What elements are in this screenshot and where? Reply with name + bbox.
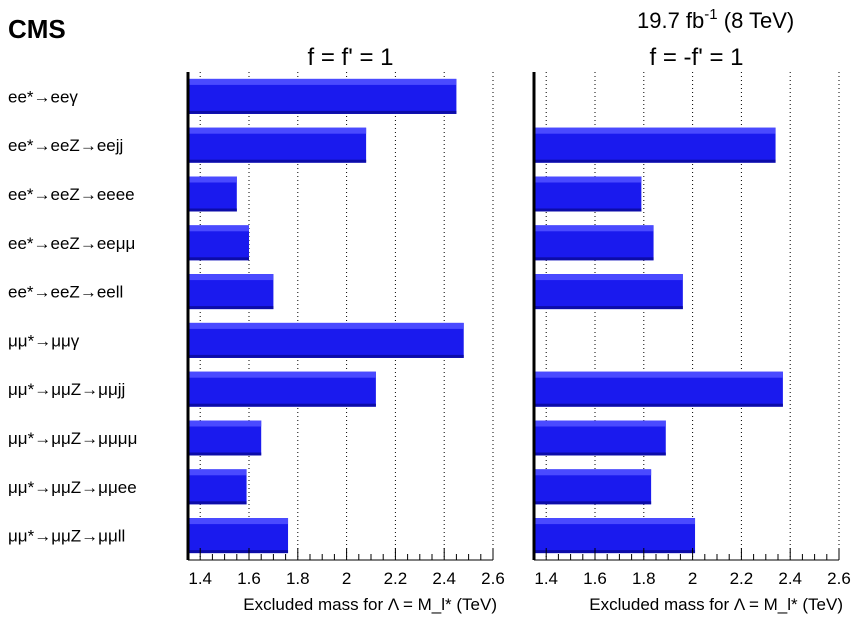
x-tick-label: 1.8 bbox=[632, 569, 656, 588]
x-tick-label: 2 bbox=[688, 569, 697, 588]
bar bbox=[188, 78, 457, 114]
bar-highlight bbox=[188, 225, 249, 232]
bar bbox=[534, 176, 642, 212]
bar-shadow bbox=[534, 452, 666, 456]
bar-highlight bbox=[188, 322, 464, 329]
bar bbox=[188, 225, 249, 261]
bar-highlight bbox=[188, 371, 376, 378]
x-tick-label: 2.4 bbox=[778, 569, 802, 588]
bar-highlight bbox=[534, 469, 652, 476]
bar-highlight bbox=[534, 127, 776, 134]
x-axis-label: Excluded mass for Λ = M_l* (TeV) bbox=[589, 595, 843, 614]
row-label: ee*→eeZ→eell bbox=[8, 283, 123, 302]
bar-shadow bbox=[188, 110, 457, 114]
bar bbox=[188, 176, 237, 212]
panel-1: f = f' = 1 1.4 1.6 1.8 2 2.2 2.4 2.6 Excluded ma… bbox=[186, 44, 505, 614]
row-labels: ee*→eeγ ee*→eeZ→eejj ee*→eeZ→eeee ee*→eeZ→e… bbox=[8, 87, 137, 545]
bar-shadow bbox=[188, 501, 247, 505]
row-label: ee*→eeZ→eeee bbox=[8, 185, 135, 204]
x-tick-label: 2.6 bbox=[481, 569, 505, 588]
bar-highlight bbox=[188, 176, 237, 183]
x-tick-label: 1.4 bbox=[188, 569, 212, 588]
bar bbox=[534, 518, 696, 554]
row-label: μμ*→μμZ→μμll bbox=[8, 527, 125, 546]
bar-highlight bbox=[188, 78, 457, 85]
x-axis-label: Excluded mass for Λ = M_l* (TeV) bbox=[243, 595, 497, 614]
bar bbox=[188, 274, 274, 310]
bar bbox=[188, 518, 289, 554]
panel-title: f = f' = 1 bbox=[308, 44, 394, 71]
bar-highlight bbox=[188, 274, 274, 281]
x-tick-label: 1.4 bbox=[534, 569, 558, 588]
x-tick-label: 1.6 bbox=[583, 569, 607, 588]
bar bbox=[188, 469, 247, 505]
x-tick-label: 1.8 bbox=[286, 569, 310, 588]
bar bbox=[188, 420, 262, 456]
luminosity-label: 19.7 fb-1 (8 TeV) bbox=[637, 6, 794, 33]
bar-shadow bbox=[534, 208, 642, 212]
bar-shadow bbox=[188, 306, 274, 310]
bar bbox=[188, 127, 367, 163]
bar-highlight bbox=[188, 127, 367, 134]
panel-title: f = -f' = 1 bbox=[650, 44, 744, 71]
row-label: μμ*→μμγ bbox=[8, 331, 80, 350]
x-tick-label: 2 bbox=[342, 569, 351, 588]
bar-highlight bbox=[534, 420, 666, 427]
row-label: μμ*→μμZ→μμjj bbox=[8, 380, 125, 399]
bar-shadow bbox=[188, 403, 376, 407]
panels: f = f' = 1 1.4 1.6 1.8 2 2.2 2.4 2.6 Excluded ma… bbox=[186, 44, 851, 614]
bar-highlight bbox=[534, 518, 696, 525]
x-tick-label: 2.2 bbox=[730, 569, 754, 588]
bar-shadow bbox=[534, 159, 776, 163]
bar-highlight bbox=[188, 469, 247, 476]
bar bbox=[534, 469, 652, 505]
bar-highlight bbox=[534, 274, 683, 281]
row-label: ee*→eeZ→eeμμ bbox=[8, 234, 135, 253]
experiment-label: CMS bbox=[8, 14, 66, 44]
lumi-value: 19.7 fb bbox=[637, 8, 704, 33]
x-tick-label: 2.4 bbox=[432, 569, 456, 588]
row-label: ee*→eeZ→eejj bbox=[8, 136, 123, 155]
row-label: μμ*→μμZ→μμee bbox=[8, 478, 137, 497]
bar-shadow bbox=[188, 257, 249, 261]
bar-shadow bbox=[534, 550, 696, 554]
bar bbox=[534, 127, 776, 163]
bar-shadow bbox=[534, 501, 652, 505]
bar-highlight bbox=[534, 371, 783, 378]
bar-shadow bbox=[534, 306, 683, 310]
bar-shadow bbox=[188, 354, 464, 358]
lumi-energy: (8 TeV) bbox=[718, 8, 795, 33]
bar-shadow bbox=[188, 208, 237, 212]
bar-shadow bbox=[188, 550, 289, 554]
x-tick-label: 1.6 bbox=[237, 569, 261, 588]
x-tick-label: 2.2 bbox=[384, 569, 408, 588]
bar-shadow bbox=[534, 403, 783, 407]
bar-shadow bbox=[534, 257, 654, 261]
bar bbox=[534, 420, 666, 456]
bar-highlight bbox=[188, 420, 262, 427]
bar-shadow bbox=[188, 452, 262, 456]
x-tick-label: 2.6 bbox=[827, 569, 851, 588]
lumi-exponent: -1 bbox=[704, 6, 717, 23]
row-label: ee*→eeγ bbox=[8, 87, 78, 106]
bar bbox=[534, 371, 783, 407]
row-label: μμ*→μμZ→μμμμ bbox=[8, 429, 137, 448]
panel-2: f = -f' = 1 1.4 1.6 1.8 2 2.2 2.4 2.6 Excluded m… bbox=[532, 44, 851, 614]
bar-highlight bbox=[188, 518, 289, 525]
bar bbox=[534, 274, 683, 310]
bar-highlight bbox=[534, 176, 642, 183]
bar bbox=[534, 225, 654, 261]
bar-highlight bbox=[534, 225, 654, 232]
bar-shadow bbox=[188, 159, 367, 163]
bar bbox=[188, 322, 464, 358]
bar bbox=[188, 371, 376, 407]
